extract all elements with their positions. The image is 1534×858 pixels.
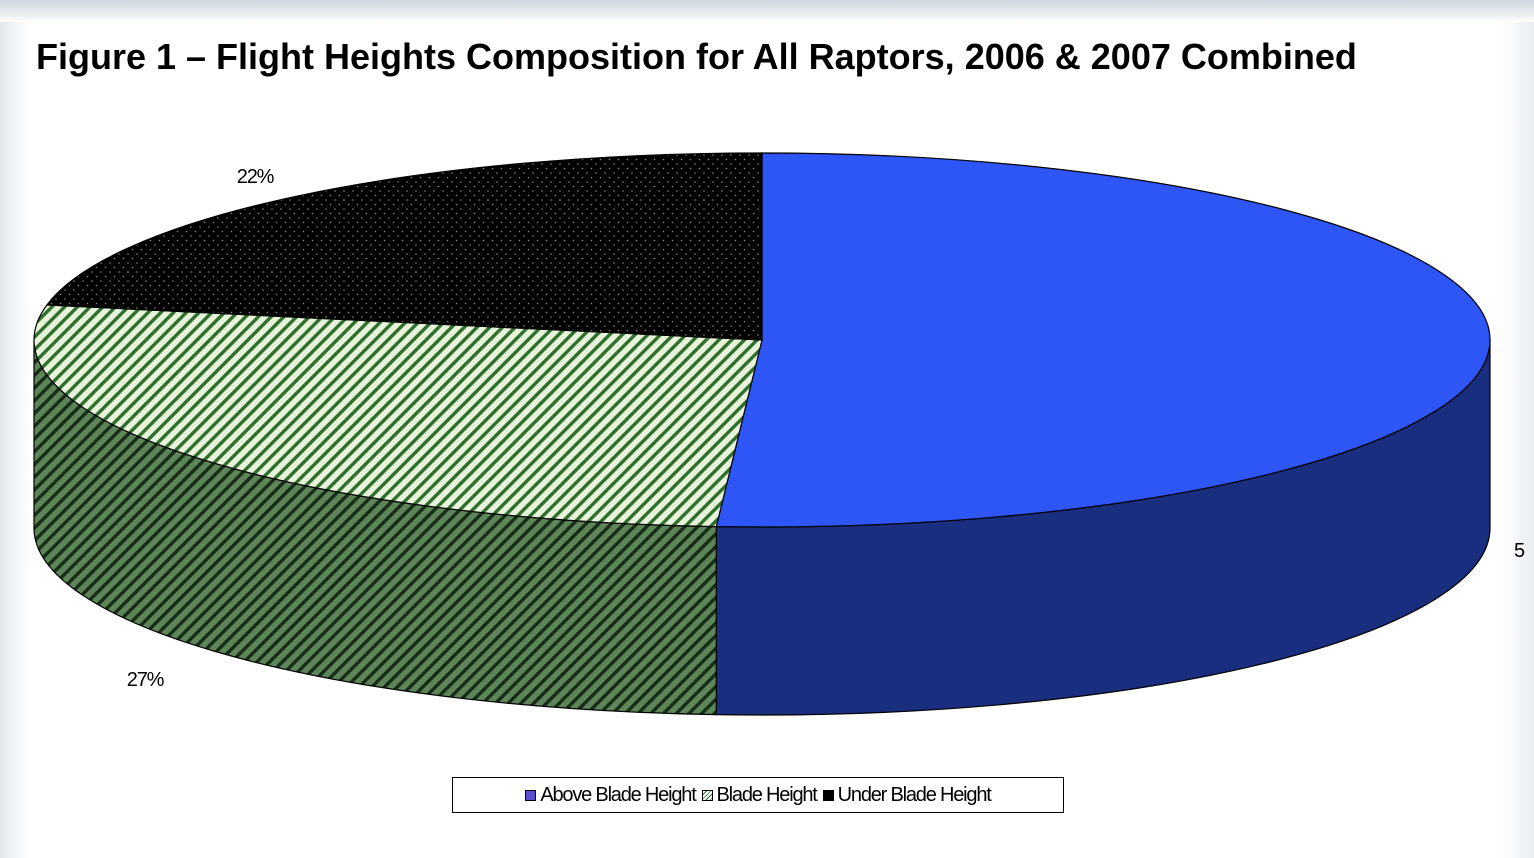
legend-label: Blade Height [716, 783, 818, 806]
pie-data-label-0: 5 [1514, 540, 1525, 562]
pie-labels: 5 27% 22% [127, 166, 1526, 691]
hatched-square-icon [701, 789, 713, 801]
top-band [0, 0, 1534, 22]
pie-data-label-2: 22% [237, 166, 275, 188]
pie-slice-1 [33, 304, 763, 528]
legend-item-above-blade-height: Above Blade Height [525, 783, 697, 807]
legend-item-under-blade-height: Under Blade Height [822, 783, 992, 807]
pie-slice-2 [45, 152, 763, 341]
square-icon [525, 789, 537, 801]
chart-legend: Above Blade Height Blade Height Under Bl… [452, 777, 1064, 813]
pie-sides [33, 339, 1491, 716]
legend-label: Above Blade Height [540, 783, 696, 806]
legend-item-blade-height: Blade Height [701, 783, 818, 807]
chart-title: Figure 1 – Flight Heights Composition fo… [36, 36, 1357, 77]
pie-tops [33, 152, 1491, 528]
pie-data-label-1: 27% [127, 669, 165, 691]
pie-slice-0 [715, 152, 1491, 528]
legend-label: Under Blade Height [837, 783, 992, 806]
square-icon [822, 789, 834, 801]
